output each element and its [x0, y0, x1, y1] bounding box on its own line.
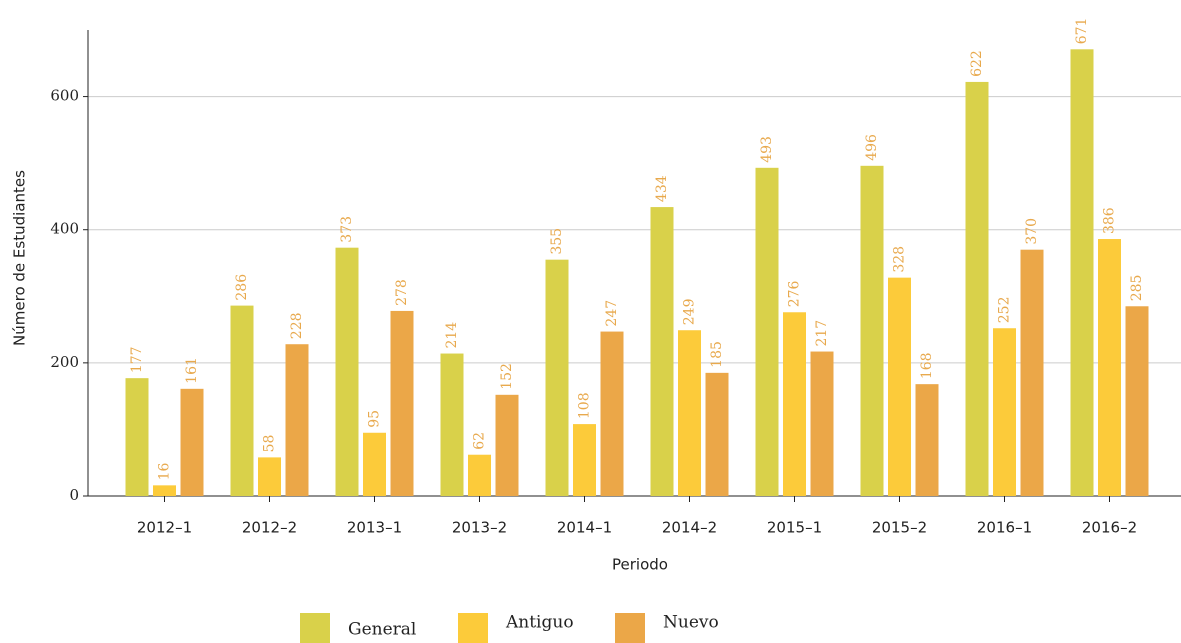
x-tick-label: 2012–2	[242, 519, 297, 537]
value-label: 278	[394, 279, 410, 306]
bar	[230, 305, 254, 496]
bar	[810, 351, 834, 496]
value-label: 434	[654, 175, 670, 202]
value-label: 62	[472, 432, 488, 450]
bar	[965, 81, 989, 496]
bar	[600, 331, 624, 496]
x-tick-label: 2013–1	[347, 519, 402, 537]
x-tick-label: 2015–2	[872, 519, 927, 537]
bar	[545, 259, 569, 496]
y-tick-label: 600	[50, 87, 79, 105]
value-label: 95	[367, 410, 383, 428]
legend-label: Nuevo	[663, 613, 719, 633]
bar	[363, 432, 386, 496]
bar	[1070, 49, 1094, 496]
value-label: 373	[339, 216, 355, 243]
bar	[1020, 249, 1044, 496]
value-label: 228	[289, 312, 305, 339]
value-label: 168	[919, 352, 935, 379]
legend-swatch	[615, 613, 645, 643]
bar	[440, 353, 464, 496]
x-tick-label: 2013–2	[452, 519, 507, 537]
bar	[860, 165, 884, 496]
bar	[888, 277, 911, 496]
value-label: 493	[759, 136, 775, 163]
bar	[468, 454, 491, 496]
value-label: 496	[864, 134, 880, 161]
x-axis-label: Periodo	[612, 556, 668, 574]
bar	[650, 207, 674, 496]
value-label: 252	[997, 297, 1013, 324]
bar	[915, 384, 939, 496]
value-label: 276	[787, 280, 803, 307]
value-label: 370	[1024, 218, 1040, 245]
value-label: 177	[129, 346, 145, 373]
value-label: 16	[157, 462, 173, 480]
value-label: 161	[184, 357, 200, 384]
value-label: 214	[444, 322, 460, 349]
y-tick-label: 400	[50, 220, 79, 238]
legend-swatch	[458, 613, 488, 643]
value-label: 152	[499, 363, 515, 390]
bar	[495, 394, 519, 496]
bar	[783, 312, 806, 496]
bar	[153, 485, 176, 496]
value-label: 622	[969, 50, 985, 77]
bar	[678, 330, 701, 496]
bar	[705, 372, 729, 496]
x-tick-label: 2014–1	[557, 519, 612, 537]
y-tick-label: 200	[50, 353, 79, 371]
x-tick-label: 2016–2	[1082, 519, 1137, 537]
value-label: 671	[1074, 18, 1090, 45]
bar	[755, 167, 779, 496]
value-label: 247	[604, 300, 620, 327]
value-label: 58	[262, 435, 278, 453]
x-tick-label: 2016–1	[977, 519, 1032, 537]
legend-swatch	[300, 613, 330, 643]
bar	[1125, 306, 1149, 496]
value-label: 249	[682, 299, 698, 326]
value-label: 108	[577, 392, 593, 419]
bar	[125, 378, 149, 496]
value-label: 217	[814, 320, 830, 347]
legend-label: General	[348, 620, 416, 640]
bar	[573, 424, 596, 496]
x-tick-label: 2012–1	[137, 519, 192, 537]
bar	[180, 388, 204, 496]
x-tick-label: 2014–2	[662, 519, 717, 537]
legend-label: Antiguo	[505, 613, 574, 633]
value-label: 355	[549, 228, 565, 255]
value-label: 286	[234, 274, 250, 301]
bar	[1098, 239, 1121, 496]
y-axis-label: Número de Estudiantes	[11, 170, 29, 346]
x-tick-label: 2015–1	[767, 519, 822, 537]
value-label: 386	[1102, 207, 1118, 234]
value-label: 185	[709, 341, 725, 368]
value-label: 285	[1129, 275, 1145, 302]
bar	[258, 457, 281, 496]
bar	[993, 328, 1016, 496]
y-tick-label: 0	[69, 486, 79, 504]
bar	[335, 247, 359, 496]
value-label: 328	[892, 246, 908, 273]
bar	[285, 344, 309, 496]
bar	[390, 310, 414, 496]
